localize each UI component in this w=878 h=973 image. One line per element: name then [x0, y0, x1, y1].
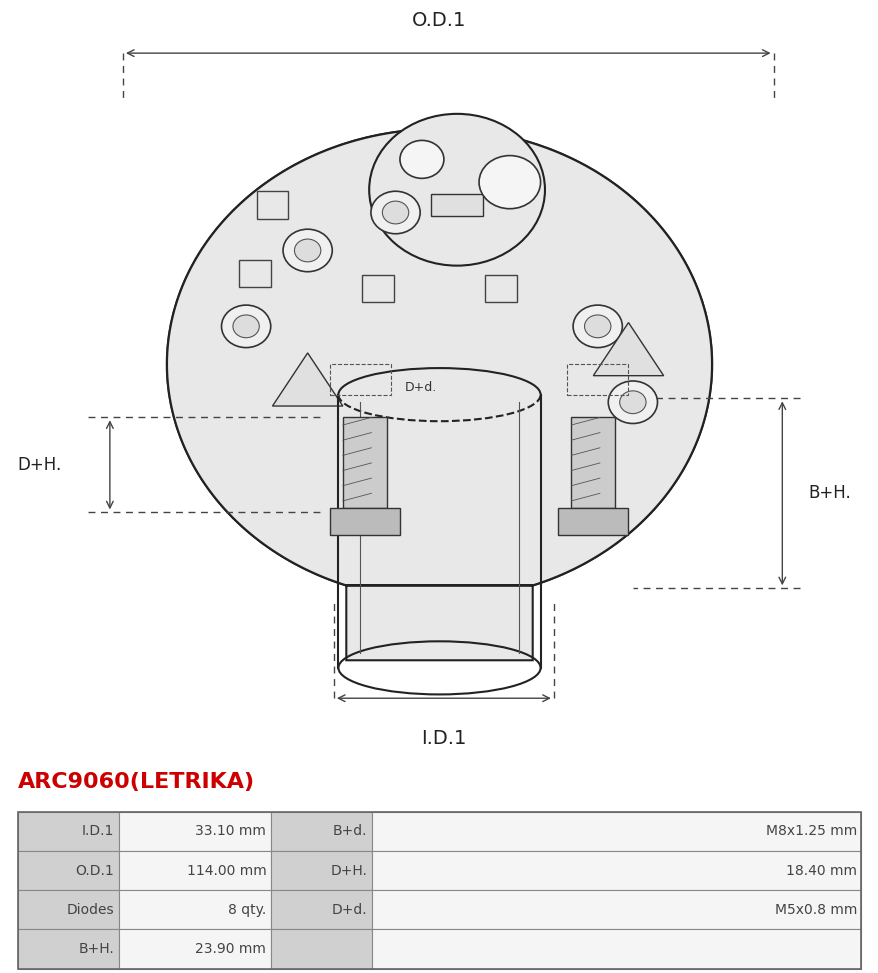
Circle shape: [399, 140, 443, 178]
Bar: [362, 274, 393, 302]
Bar: [119, 890, 270, 929]
Bar: [18, 811, 119, 851]
Polygon shape: [272, 353, 342, 406]
Circle shape: [369, 114, 544, 266]
Text: M5x0.8 mm: M5x0.8 mm: [774, 903, 856, 917]
Text: I.D.1: I.D.1: [421, 729, 466, 747]
Circle shape: [572, 306, 622, 347]
Circle shape: [608, 381, 657, 423]
Bar: [566, 364, 628, 395]
Text: 114.00 mm: 114.00 mm: [186, 864, 266, 878]
Bar: [371, 811, 860, 851]
Text: O.D.1: O.D.1: [76, 864, 114, 878]
Circle shape: [221, 306, 270, 347]
Polygon shape: [167, 129, 711, 661]
Text: 23.90 mm: 23.90 mm: [195, 942, 266, 955]
Bar: [270, 811, 371, 851]
Circle shape: [479, 156, 540, 209]
Text: I.D.1: I.D.1: [82, 824, 114, 839]
Bar: [256, 192, 288, 219]
Text: D+d.: D+d.: [332, 903, 367, 917]
Bar: [239, 260, 270, 287]
Bar: [329, 364, 391, 395]
Text: 18.40 mm: 18.40 mm: [785, 864, 856, 878]
Text: ARC9060(LETRIKA): ARC9060(LETRIKA): [18, 772, 255, 792]
Bar: [119, 929, 270, 968]
Text: B+H.: B+H.: [808, 485, 851, 502]
Bar: [371, 890, 860, 929]
Text: 8 qty.: 8 qty.: [227, 903, 266, 917]
Circle shape: [382, 201, 408, 224]
Bar: [270, 890, 371, 929]
Bar: [371, 851, 860, 890]
Circle shape: [584, 315, 610, 338]
Text: B+H.: B+H.: [79, 942, 114, 955]
Text: D+H.: D+H.: [330, 864, 367, 878]
Bar: [18, 929, 119, 968]
Bar: [270, 851, 371, 890]
Text: Diodes: Diodes: [67, 903, 114, 917]
Text: B+d.: B+d.: [615, 388, 646, 401]
Circle shape: [294, 239, 320, 262]
Circle shape: [371, 192, 420, 234]
Bar: [119, 851, 270, 890]
FancyBboxPatch shape: [342, 417, 386, 509]
Text: M8x1.25 mm: M8x1.25 mm: [765, 824, 856, 839]
FancyBboxPatch shape: [571, 417, 615, 509]
Text: D+H.: D+H.: [18, 456, 61, 474]
Bar: [18, 811, 860, 968]
Bar: [18, 890, 119, 929]
Circle shape: [233, 315, 259, 338]
Circle shape: [283, 230, 332, 271]
Text: O.D.1: O.D.1: [412, 12, 466, 30]
Bar: [119, 811, 270, 851]
Text: D+d.: D+d.: [404, 380, 436, 393]
Bar: [270, 929, 371, 968]
Text: B+d.: B+d.: [333, 824, 367, 839]
FancyBboxPatch shape: [558, 509, 628, 535]
Polygon shape: [593, 322, 663, 376]
Circle shape: [619, 391, 645, 414]
Text: 33.10 mm: 33.10 mm: [195, 824, 266, 839]
FancyBboxPatch shape: [329, 509, 399, 535]
Bar: [18, 851, 119, 890]
Bar: [430, 194, 483, 216]
Bar: [371, 929, 860, 968]
Bar: [485, 274, 516, 302]
